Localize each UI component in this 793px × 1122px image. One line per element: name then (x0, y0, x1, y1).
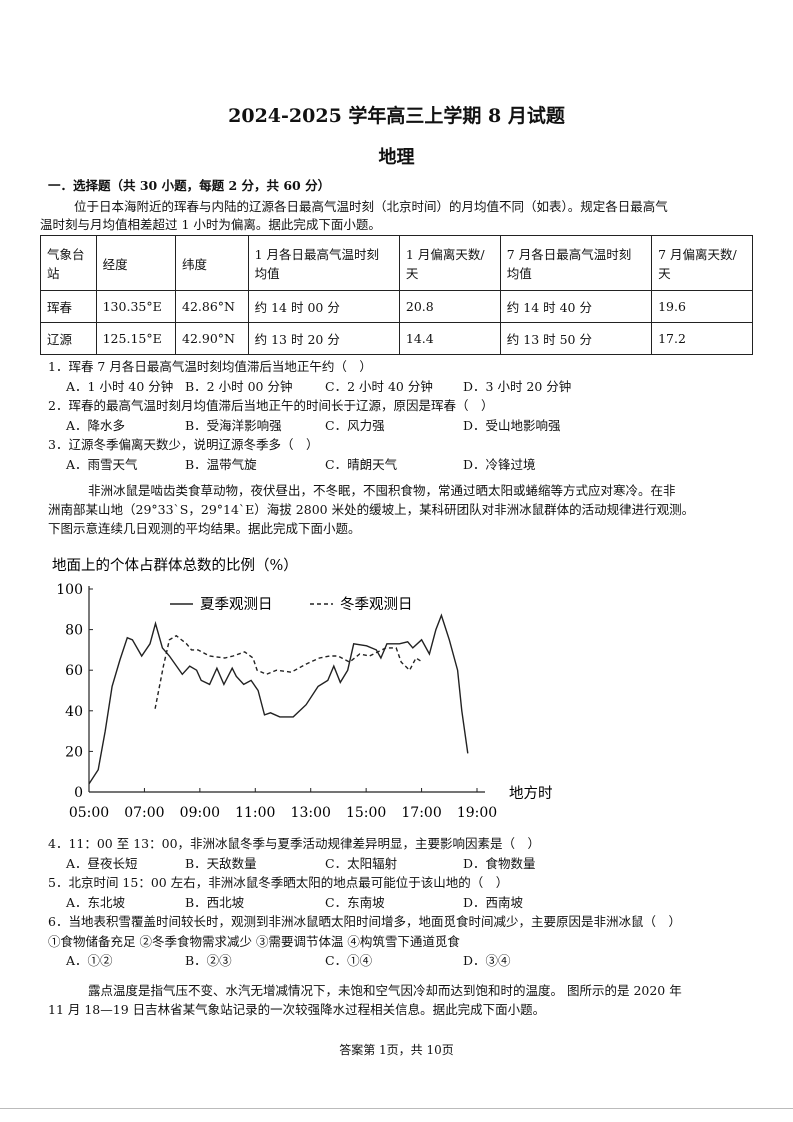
question-stem: 2．珲春的最高气温时刻月均值滞后当地正午的时间长于辽源，原因是珲春（ ） (48, 398, 494, 413)
header-text: 7 月各日最高气温时刻 (506, 247, 632, 262)
header-text: 均值 (254, 266, 280, 281)
question-stem: 4．11：00 至 13：00，非洲冰鼠冬季与夏季活动规律差异明显，主要影响因素… (48, 836, 541, 851)
answer-option[interactable]: C．①④ (325, 953, 373, 968)
legend-label: 夏季观测日 (200, 596, 273, 613)
table-header-cell: 1 月偏离天数/天 (398, 235, 501, 291)
table-cell: 约 14 时 40 分 (499, 290, 653, 323)
answer-option[interactable]: A．1 小时 40 分钟 (66, 378, 174, 394)
answer-option[interactable]: A．①② (66, 953, 113, 968)
header-text: 气象台 (47, 247, 85, 262)
header-text: 天 (405, 266, 419, 281)
question-stem: 1．珲春 7 月各日最高气温时刻均值滞后当地正午约（ ） (48, 359, 372, 374)
answer-option[interactable]: C．晴朗天气 (325, 456, 398, 472)
answer-option[interactable]: A．昼夜长短 (66, 855, 138, 871)
answer-option[interactable]: B．天敌数量 (185, 855, 257, 871)
section-heading: 一．选择题（共 30 小题，每题 2 分，共 60 分） (48, 178, 331, 193)
table-cell: 约 13 时 20 分 (247, 322, 400, 355)
header-text: 经度 (102, 256, 128, 272)
answer-option[interactable]: C．太阳辐射 (325, 855, 398, 871)
y-tick-label: 60 (65, 663, 83, 679)
answer-option[interactable]: B．②③ (185, 953, 232, 968)
answer-option[interactable]: D．冷锋过境 (463, 456, 536, 472)
header-text: 7 月偏离天数/ (658, 247, 737, 262)
intro-line: 非洲冰鼠是啮齿类食草动物，夜伏昼出，不冬眠，不囤积食物，常通过晒太阳或蜷缩等方式… (88, 483, 676, 498)
answer-option[interactable]: D．③④ (463, 953, 511, 968)
answer-option[interactable]: A．雨雪天气 (66, 456, 138, 472)
intro-line: 露点温度是指气压不变、水汽无增减情况下，未饱和空气因冷却而达到饱和时的温度。 图… (88, 983, 682, 998)
summer-series-line (88, 613, 469, 785)
question-stem: 6．当地表积雪覆盖时间较长时，观测到非洲冰鼠晒太阳时间增多，地面觅食时间减少，主… (48, 914, 681, 929)
legend-label: 冬季观测日 (340, 596, 413, 613)
y-axis-label: 地面上的个体占群体总数的比例（%） (52, 557, 298, 574)
x-tick-label: 07:00 (124, 805, 164, 821)
page-footer: 答案第 1页，共 10页 (339, 1043, 454, 1057)
page-title: 2024-2025 学年高三上学期 8 月试题 (228, 105, 565, 127)
x-tick-label: 05:00 (69, 805, 109, 821)
answer-option[interactable]: D．西南坡 (463, 894, 524, 910)
table-header-cell: 7 月偏离天数/天 (651, 235, 753, 291)
table-cell: 14.4 (398, 322, 501, 355)
divider (0, 1108, 793, 1109)
intro-line: 下图示意连续几日观测的平均结果。据此完成下面小题。 (48, 521, 361, 536)
table-cell: 42.86°N (175, 290, 249, 323)
intro-line: 温时刻与月均值相差超过 1 小时为偏离。据此完成下面小题。 (40, 217, 381, 232)
answer-option[interactable]: D．3 小时 20 分钟 (463, 378, 572, 394)
answer-option[interactable]: A．降水多 (66, 417, 126, 433)
answer-option[interactable]: B．受海洋影响强 (185, 417, 282, 433)
y-tick-label: 20 (65, 744, 83, 760)
table-header-cell: 气象台站 (40, 235, 97, 291)
intro-line: 洲南部某山地（29°33`S，29°14`E）海拔 2800 米处的缓坡上，某科… (48, 502, 695, 517)
header-text: 1 月偏离天数/ (405, 247, 485, 262)
table-cell: 约 13 时 50 分 (499, 322, 653, 355)
x-tick-label: 09:00 (180, 805, 220, 821)
y-tick-label: 0 (74, 785, 83, 801)
header-text: 站 (47, 266, 60, 281)
table-cell: 125.15°E (95, 322, 177, 355)
answer-option[interactable]: C．风力强 (325, 417, 385, 433)
answer-option[interactable]: B．2 小时 00 分钟 (185, 378, 293, 394)
winter-series-line (154, 634, 423, 709)
table-row: 辽源 125.15°E 42.90°N 约 13 时 20 分 14.4 约 13 时 5… (40, 322, 753, 355)
table-header-cell: 经度 (95, 235, 177, 291)
data-table: 气象台站经度 纬度 1 月各日最高气温时刻 均值 1 月偏离天数/天 7 月各日最高气温时… (40, 235, 753, 355)
x-tick-label: 15:00 (346, 805, 386, 821)
subject-title: 地理 (378, 147, 415, 168)
answer-option[interactable]: D．食物数量 (463, 855, 536, 871)
table-cell: 17.2 (651, 322, 753, 355)
table-header-cell: 7 月各日最高气温时刻 均值 (499, 235, 653, 291)
activity-chart: 0 20 40 60 80 100 05:00 07:00 09:00 11:00 13:00 15:… (52, 557, 553, 821)
header-text: 1 月各日最高气温时刻 (254, 247, 380, 262)
x-tick-label: 17:00 (401, 805, 441, 821)
x-tick-label: 19:00 (457, 805, 497, 821)
y-tick-label: 40 (65, 704, 83, 720)
header-text: 均值 (506, 266, 532, 281)
answer-option[interactable]: D．受山地影响强 (463, 417, 561, 433)
y-tick-label: 100 (56, 582, 83, 598)
answer-option[interactable]: B．温带气旋 (185, 456, 257, 472)
header-text: 天 (658, 266, 671, 281)
x-axis-label: 地方时 (509, 785, 553, 802)
question-stem: 5．北京时间 15：00 左右，非洲冰鼠冬季晒太阳的地点最可能位于该山地的（ ） (48, 875, 509, 890)
table-cell: 130.35°E (95, 290, 177, 323)
question-stem: 3．辽源冬季偏离天数少，说明辽源冬季多（ ） (48, 437, 319, 452)
x-tick-label: 11:00 (235, 805, 275, 821)
table-cell: 约 14 时 00 分 (247, 290, 400, 323)
x-tick-label: 13:00 (291, 805, 331, 821)
question-statements: ①食物储备充足 ②冬季食物需求减少 ③需要调节体温 ④构筑雪下通道觅食 (48, 933, 460, 949)
header-text: 纬度 (182, 256, 208, 272)
answer-option[interactable]: C．2 小时 40 分钟 (325, 378, 433, 394)
table-cell: 42.90°N (175, 322, 249, 355)
table-cell: 辽源 (40, 322, 97, 355)
intro-line: 位于日本海附近的珲春与内陆的辽源各日最高气温时刻（北京时间）的月均值不同（如表）… (74, 199, 668, 214)
y-tick-label: 80 (65, 623, 83, 639)
answer-option[interactable]: A．东北坡 (66, 894, 126, 910)
answer-option[interactable]: C．东南坡 (325, 894, 385, 910)
intro-line: 11 月 18—19 日吉林省某气象站记录的一次较强降水过程相关信息。据此完成下… (48, 1002, 546, 1017)
answer-option[interactable]: B．西北坡 (185, 894, 245, 910)
